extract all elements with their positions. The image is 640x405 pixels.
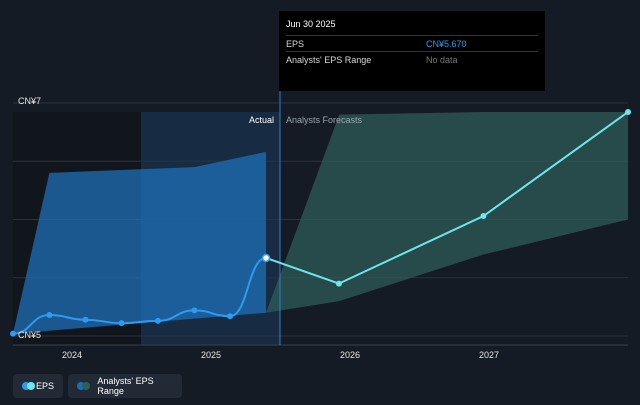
tooltip-row-eps: EPS CN¥5.670	[286, 35, 538, 51]
actual-eps-point	[191, 307, 198, 314]
actual-eps-point	[227, 313, 234, 320]
y-tick-label: CN¥7	[18, 96, 42, 106]
tooltip: Jun 30 2025 EPS CN¥5.670 Analysts' EPS R…	[279, 11, 545, 91]
legend-label: Analysts' EPS Range	[97, 376, 154, 396]
actual-region-label: Actual	[248, 115, 274, 125]
x-tick-label: 2024	[61, 350, 83, 360]
tooltip-value: No data	[426, 55, 458, 65]
range-bands	[13, 112, 628, 334]
actual-eps-point	[82, 316, 89, 323]
series-points	[10, 109, 631, 337]
y-tick-label: CN¥5	[18, 330, 42, 340]
actual-eps-point	[10, 330, 16, 337]
legend-range-toggle[interactable]: Analysts' EPS Range	[68, 374, 182, 398]
actual-eps-point	[46, 312, 53, 319]
actual-eps-point	[154, 317, 161, 324]
actual-range-band	[13, 151, 266, 334]
actual-eps-point	[118, 320, 125, 327]
x-tick-label: 2025	[200, 350, 222, 360]
tooltip-label: Analysts' EPS Range	[286, 55, 372, 65]
forecast-eps-point	[480, 213, 487, 220]
x-tick-label: 2026	[339, 350, 361, 360]
legend-label: EPS	[35, 381, 54, 391]
x-tick-label: 2027	[478, 350, 500, 360]
forecast-eps-point	[625, 109, 631, 115]
eps-legend-icon	[22, 382, 35, 390]
tooltip-label: EPS	[286, 39, 305, 49]
tooltip-row-range: Analysts' EPS Range No data	[286, 51, 538, 67]
eps-current-point	[261, 253, 271, 263]
tooltip-value: CN¥5.670	[426, 39, 467, 49]
forecast-eps-line	[265, 111, 629, 285]
forecast-range-band	[266, 112, 628, 313]
range-legend-icon	[77, 382, 90, 390]
legend-eps-toggle[interactable]: EPS	[13, 374, 63, 398]
forecast-eps-point	[335, 280, 342, 287]
tooltip-title: Jun 30 2025	[286, 19, 336, 29]
forecast-region-label: Analysts Forecasts	[286, 115, 363, 125]
